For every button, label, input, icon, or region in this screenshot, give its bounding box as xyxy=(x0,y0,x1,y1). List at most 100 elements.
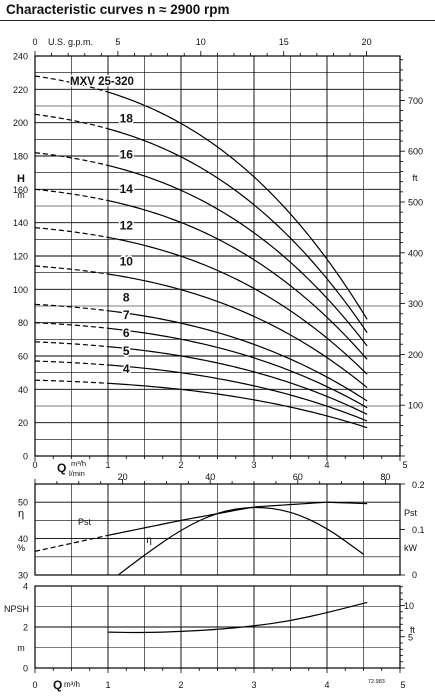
q-axis-label: Q xyxy=(57,461,66,475)
head-y-tick-label: 20 xyxy=(18,418,28,428)
gpm-tick-label: 15 xyxy=(279,37,289,47)
head-curve-7 xyxy=(107,327,368,409)
npsh-ft-tick-label: 10 xyxy=(404,601,414,611)
npsh-curve xyxy=(107,601,368,634)
head-curve-dashed-4 xyxy=(34,379,109,384)
pst-series-label: Pst xyxy=(78,517,92,527)
grid xyxy=(34,55,401,669)
gpm-tick-label: 5 xyxy=(115,37,120,47)
head-y-tick-label: 100 xyxy=(13,285,28,295)
gpm-axis-label: U.S. g.p.m. xyxy=(48,37,93,47)
head-curve-dashed-8 xyxy=(34,303,109,312)
npsh-y-axis-label: NPSH xyxy=(4,604,29,614)
head-curve-dashed-12 xyxy=(34,227,109,238)
footnote-code: 72.983 xyxy=(368,679,385,685)
eff-y-tick-label: 30 xyxy=(18,571,28,581)
npsh-q-tick-label: 2 xyxy=(178,680,183,690)
ft-tick-label: 300 xyxy=(408,299,423,309)
npsh-q-tick-label: 1 xyxy=(105,680,110,690)
head-curve-dashed-10 xyxy=(34,265,109,275)
curve-label-14: 14 xyxy=(120,182,134,196)
head-y-tick-label: 160 xyxy=(13,185,28,195)
head-y-tick-label: 180 xyxy=(13,152,28,162)
head-y-tick-label: 80 xyxy=(18,318,28,328)
npsh-y-unit: m xyxy=(17,643,25,653)
npsh-q-unit: m³/h xyxy=(64,680,80,689)
curve-label-6: 6 xyxy=(123,326,130,340)
curve-label-18: 18 xyxy=(120,112,134,126)
head-curve-16 xyxy=(107,164,368,347)
q-tick-label: 1 xyxy=(105,460,110,470)
panel-frames xyxy=(34,51,405,673)
gpm-tick-label: 10 xyxy=(196,37,206,47)
npsh-ft-tick-label: 5 xyxy=(408,632,413,642)
ft-tick-label: 100 xyxy=(408,401,423,411)
head-y-tick-label: 120 xyxy=(13,252,28,262)
curve-label-4: 4 xyxy=(123,362,130,376)
head-y-tick-label: 200 xyxy=(13,118,28,128)
gpm-tick-label: 20 xyxy=(362,37,372,47)
curve-label-12: 12 xyxy=(120,218,134,232)
npsh-ft-unit: ft xyxy=(410,625,416,635)
head-y-tick-label: 140 xyxy=(13,218,28,228)
head-y-axis-label: H xyxy=(17,173,25,185)
curve-label-7: 7 xyxy=(123,308,130,322)
ft-tick-label: 500 xyxy=(408,198,423,208)
head-curve-dashed-16 xyxy=(34,152,109,167)
ft-tick-label: 200 xyxy=(408,350,423,360)
npsh-q-axis-label: Q xyxy=(53,678,62,692)
npsh-q-tick-label: 4 xyxy=(324,680,329,690)
head-curve-dashed-7 xyxy=(34,322,109,329)
lmin-tick-label: 20 xyxy=(118,472,128,482)
pst-curve xyxy=(107,501,368,536)
head-curve-5 xyxy=(107,364,368,422)
gpm-tick-label: 0 xyxy=(32,37,37,47)
q-tick-label: 0 xyxy=(32,460,37,470)
model-label: MXV 25-320 xyxy=(70,76,134,88)
npsh-q-tick-label: 0 xyxy=(32,680,37,690)
q-tick-label: 5 xyxy=(402,460,407,470)
npsh-y-tick-label: 0 xyxy=(23,664,28,674)
eff-y-tick-label: 40 xyxy=(18,534,28,544)
head-curve-top xyxy=(107,91,368,320)
head-y-tick-label: 220 xyxy=(13,85,28,95)
head-curve-6 xyxy=(107,346,368,415)
head-curve-12 xyxy=(107,236,368,375)
kw-unit: kW xyxy=(404,543,418,553)
q-unit-m3h: m³/h xyxy=(71,459,86,468)
head-y-tick-label: 60 xyxy=(18,352,28,362)
npsh-y-tick-label: 2 xyxy=(23,623,28,633)
q-unit-lmin: l/min xyxy=(69,469,85,478)
lmin-tick-label: 40 xyxy=(205,472,215,482)
ft-unit: ft xyxy=(412,173,418,183)
kw-tick-label: 0 xyxy=(412,570,417,580)
efficiency-curve xyxy=(117,506,364,576)
eff-y-axis-label: η xyxy=(18,508,24,520)
head-y-unit: m xyxy=(17,190,25,200)
head-y-tick-label: 40 xyxy=(18,385,28,395)
ft-tick-label: 600 xyxy=(408,147,423,157)
eta-series-label: η xyxy=(146,535,152,546)
head-curve-8 xyxy=(107,310,368,402)
lmin-tick-label: 80 xyxy=(380,472,390,482)
head-curve-dashed-14 xyxy=(34,188,109,202)
npsh-y-tick-label: 4 xyxy=(23,582,28,592)
ft-tick-label: 400 xyxy=(408,248,423,258)
curves xyxy=(34,75,368,634)
ft-tick-label: 700 xyxy=(408,96,423,106)
head-curve-10 xyxy=(107,273,368,389)
curve-label-10: 10 xyxy=(120,254,134,268)
head-y-tick-label: 240 xyxy=(13,52,28,62)
head-curve-4 xyxy=(107,382,368,429)
head-curve-18 xyxy=(107,128,368,334)
lmin-tick-label: 60 xyxy=(293,472,303,482)
eff-y-unit: % xyxy=(17,543,25,553)
curve-label-8: 8 xyxy=(123,290,130,304)
head-curve-dashed-5 xyxy=(34,360,109,366)
head-curve-dashed-18 xyxy=(34,113,109,130)
head-curve-14 xyxy=(107,199,368,360)
q-tick-label: 2 xyxy=(178,460,183,470)
npsh-q-tick-label: 3 xyxy=(251,680,256,690)
